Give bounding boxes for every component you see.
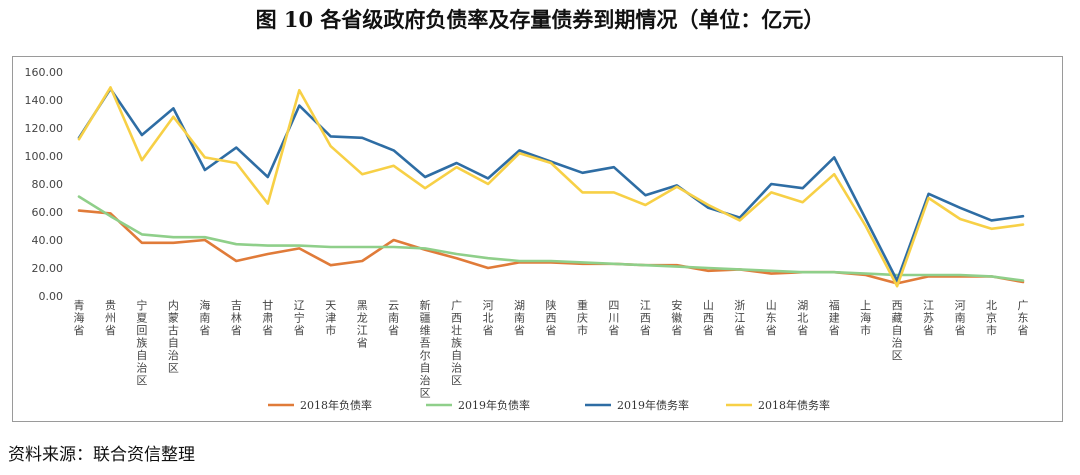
x-tick-label: 北京市 xyxy=(986,299,997,337)
x-tick-label: 云南省 xyxy=(388,299,399,337)
chart-frame xyxy=(12,56,1063,422)
y-tick-label: 60.00 xyxy=(32,206,64,219)
x-tick-label: 山东省 xyxy=(766,299,777,337)
x-tick-label: 新疆维吾尔自治区 xyxy=(420,298,431,400)
x-tick-label: 广东省 xyxy=(1018,299,1029,337)
y-tick-label: 120.00 xyxy=(25,122,64,135)
legend-label: 2019年负债率 xyxy=(458,398,530,412)
y-tick-label: 80.00 xyxy=(32,178,64,191)
line-chart: 0.00 20.00 40.00 60.00 80.00 100.00 120.00 140.… xyxy=(25,66,1029,412)
x-tick-label: 山西省 xyxy=(703,299,714,337)
x-tick-label: 甘肃省 xyxy=(262,299,273,337)
series-line-4 xyxy=(77,86,1025,288)
legend-label: 2019年债务率 xyxy=(617,398,689,412)
x-tick-label: 浙江省 xyxy=(734,299,745,337)
y-tick-label: 40.00 xyxy=(32,234,64,247)
x-tick-label: 内蒙古自治区 xyxy=(168,298,179,375)
chart-title: 图 10 各省级政府负债率及存量债券到期情况（单位：亿元） xyxy=(255,7,825,32)
legend-item: 2018年债务率 xyxy=(726,398,830,412)
x-tick-label: 四川省 xyxy=(608,299,619,337)
x-tick-label: 上海市 xyxy=(860,299,871,337)
x-tick-label: 福建省 xyxy=(829,298,840,337)
x-tick-label: 宁夏回族自治区 xyxy=(136,298,147,387)
series-line-3 xyxy=(77,87,1025,282)
x-tick-label: 青海省 xyxy=(74,299,85,337)
x-tick-label: 河南省 xyxy=(955,299,966,337)
x-tick-label: 吉林省 xyxy=(231,299,242,337)
legend-item: 2019年负债率 xyxy=(426,398,530,412)
x-tick-label: 贵州省 xyxy=(105,299,116,337)
legend-label: 2018年负债率 xyxy=(300,398,372,412)
source-note: 资料来源：联合资信整理 xyxy=(8,445,195,465)
x-tick-label: 广西壮族自治区 xyxy=(451,299,462,387)
y-tick-label: 20.00 xyxy=(32,262,64,275)
x-tick-label: 陕西省 xyxy=(546,298,557,337)
y-tick-label: 100.00 xyxy=(25,150,64,163)
x-tick-label: 湖南省 xyxy=(514,299,525,337)
series-line-2 xyxy=(77,195,1025,282)
y-tick-label: 140.00 xyxy=(25,94,64,107)
legend-label: 2018年债务率 xyxy=(758,398,830,412)
x-tick-label: 安徽省 xyxy=(671,298,682,337)
x-tick-label: 海南省 xyxy=(199,298,210,337)
y-tick-label: 160.00 xyxy=(25,66,64,79)
x-tick-label: 黑龙江省 xyxy=(357,299,368,350)
x-tick-label: 天津市 xyxy=(325,299,336,337)
series-line-1 xyxy=(77,209,1025,285)
x-tick-label: 江苏省 xyxy=(923,299,934,337)
x-tick-label: 西藏自治区 xyxy=(892,299,903,362)
legend-item: 2018年负债率 xyxy=(268,398,372,412)
x-tick-label: 河北省 xyxy=(483,299,494,337)
x-tick-label: 重庆市 xyxy=(577,298,588,337)
x-tick-label: 湖北省 xyxy=(797,299,808,337)
x-tick-label: 江西省 xyxy=(640,299,651,337)
y-tick-label: 0.00 xyxy=(39,290,64,303)
legend-item: 2019年债务率 xyxy=(585,398,689,412)
x-tick-label: 辽宁省 xyxy=(294,299,305,337)
